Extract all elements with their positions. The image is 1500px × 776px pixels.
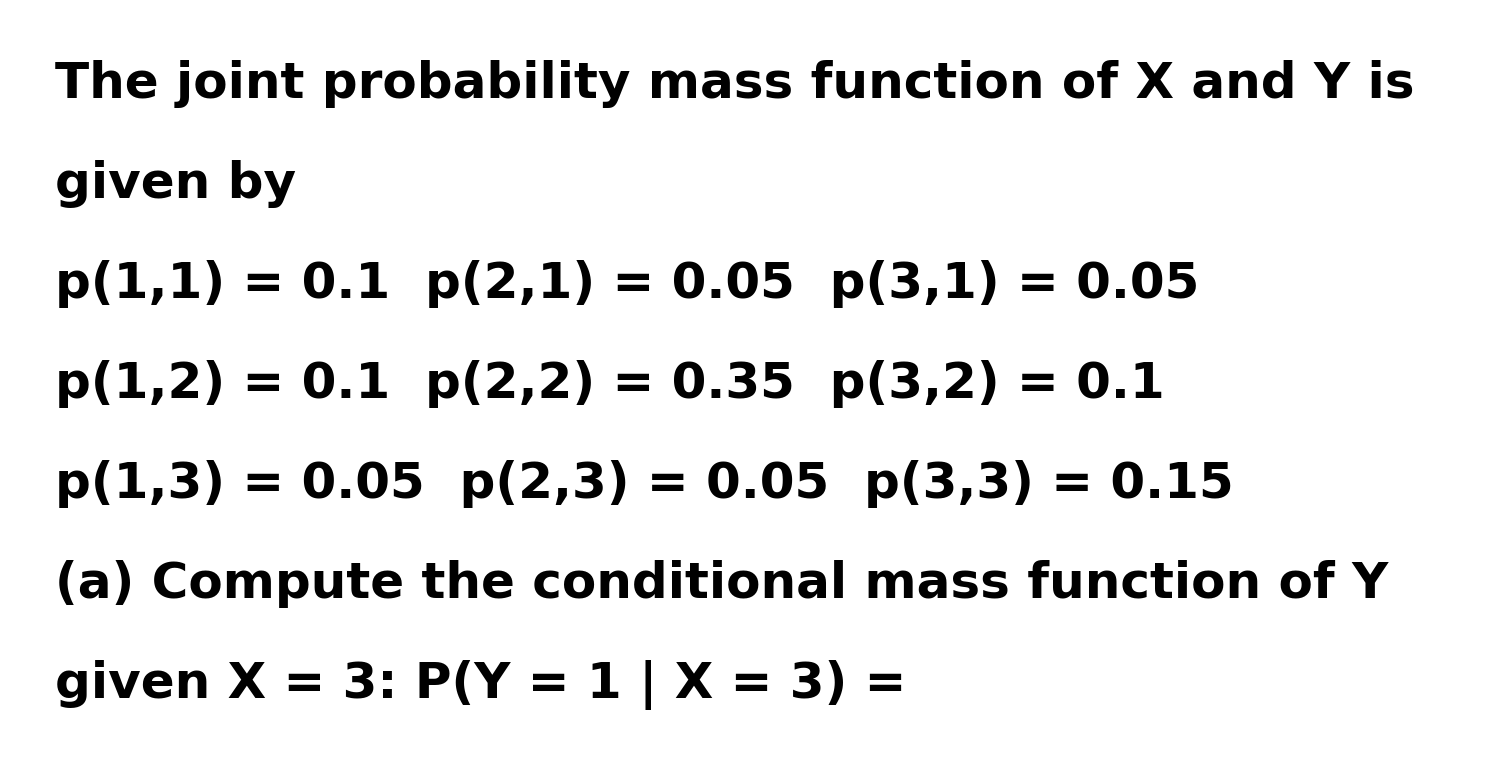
Text: (a) Compute the conditional mass function of Y: (a) Compute the conditional mass functio…	[56, 560, 1389, 608]
Text: p(1,2) = 0.1  p(2,2) = 0.35  p(3,2) = 0.1: p(1,2) = 0.1 p(2,2) = 0.35 p(3,2) = 0.1	[56, 360, 1164, 408]
Text: The joint probability mass function of X and Y is: The joint probability mass function of X…	[56, 60, 1414, 108]
Text: p(1,3) = 0.05  p(2,3) = 0.05  p(3,3) = 0.15: p(1,3) = 0.05 p(2,3) = 0.05 p(3,3) = 0.1…	[56, 460, 1233, 508]
Text: given X = 3: P(Y = 1 | X = 3) =: given X = 3: P(Y = 1 | X = 3) =	[56, 660, 906, 710]
Text: given by: given by	[56, 160, 296, 208]
Text: p(1,1) = 0.1  p(2,1) = 0.05  p(3,1) = 0.05: p(1,1) = 0.1 p(2,1) = 0.05 p(3,1) = 0.05	[56, 260, 1200, 308]
